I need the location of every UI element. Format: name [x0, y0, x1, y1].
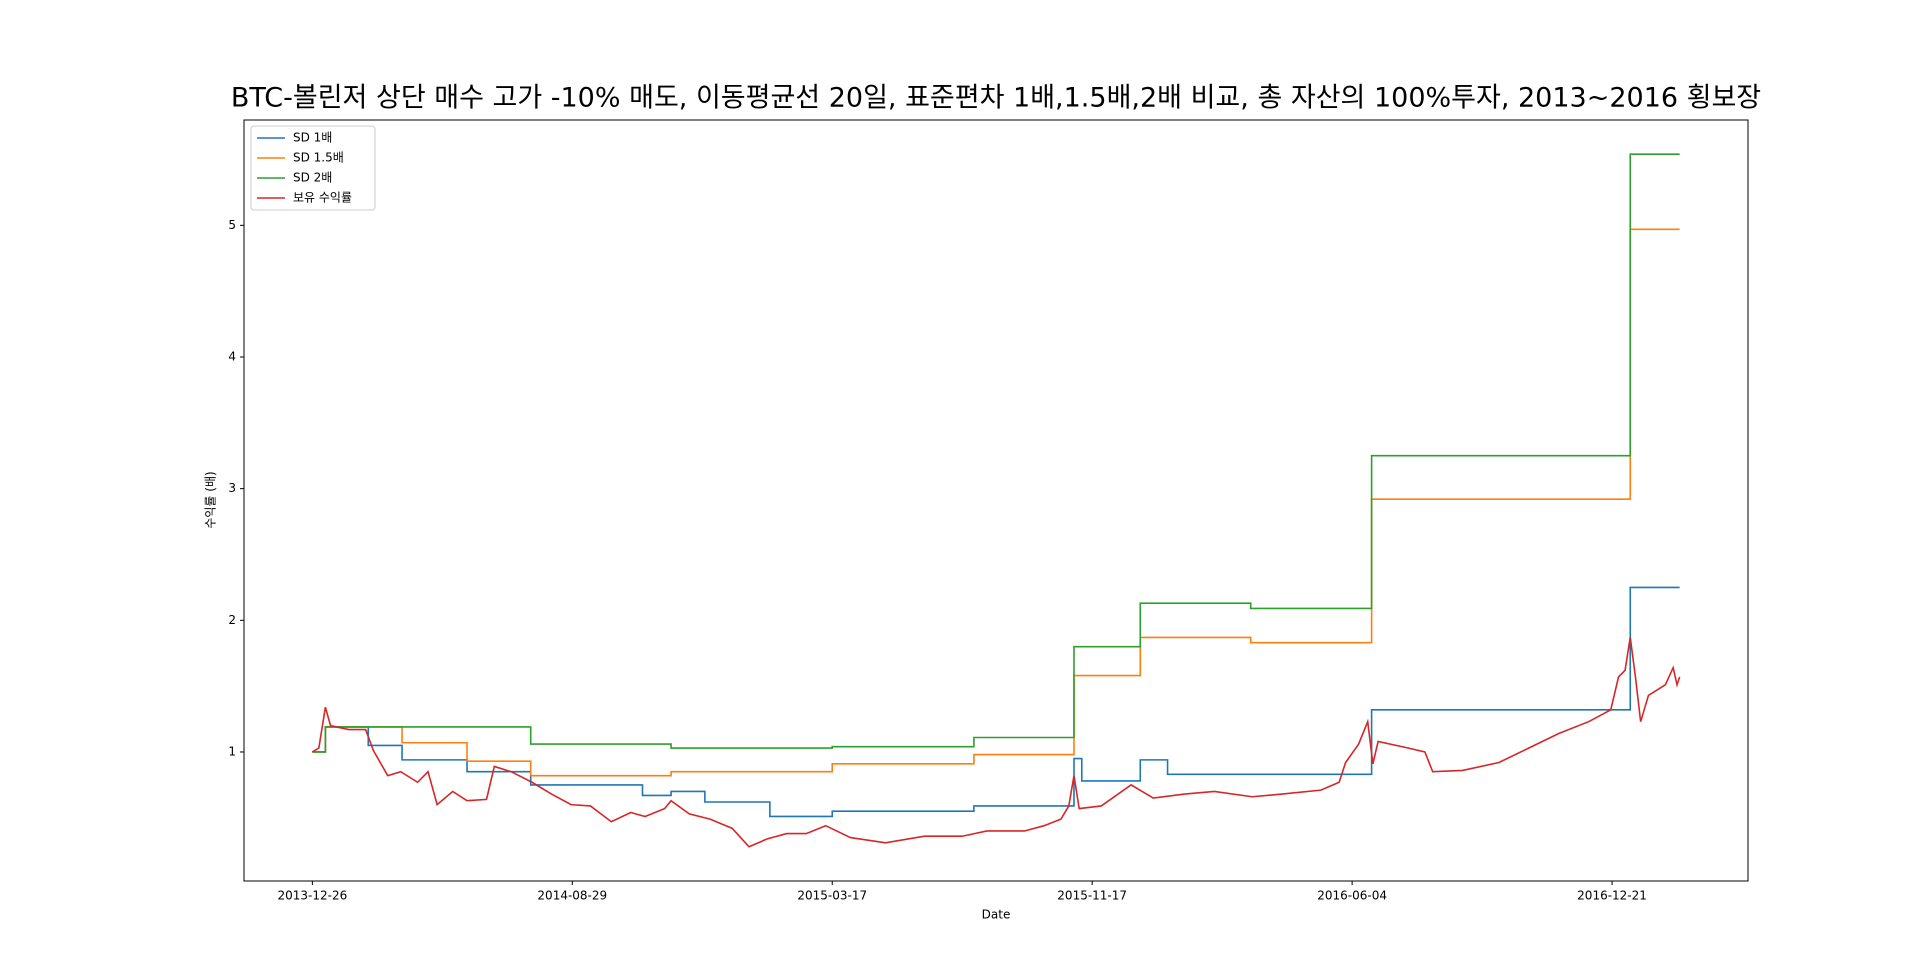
y-tick-label: 4 — [228, 349, 236, 363]
legend-box — [250, 125, 376, 211]
chart-title: BTC-볼린저 상단 매수 고가 -10% 매도, 이동평균선 20일, 표준편… — [231, 83, 1761, 114]
legend-label: SD 1배 — [293, 131, 332, 145]
y-tick-label: 2 — [228, 613, 236, 627]
series-line — [312, 228, 1680, 777]
series-line — [312, 153, 1680, 753]
x-tick-label: 2015-11-17 — [1057, 889, 1127, 903]
series-line — [311, 637, 1681, 848]
x-tick-label: 2016-12-21 — [1577, 889, 1647, 903]
x-tick-label: 2014-08-29 — [537, 889, 607, 903]
x-axis-label: Date — [982, 908, 1011, 922]
y-tick-label: 5 — [228, 218, 236, 232]
y-tick-label: 1 — [228, 744, 236, 758]
y-axis-label: 수익률 (배) — [204, 471, 218, 528]
legend-label: SD 1.5배 — [293, 151, 344, 165]
y-tick-label: 3 — [228, 481, 236, 495]
series-line — [312, 586, 1680, 818]
plot-frame — [243, 119, 1749, 882]
x-tick-label: 2013-12-26 — [277, 889, 347, 903]
legend-label: SD 2배 — [293, 171, 332, 185]
legend-label: 보유 수익률 — [293, 191, 352, 205]
x-tick-label: 2015-03-17 — [797, 889, 867, 903]
x-tick-label: 2016-06-04 — [1317, 889, 1387, 903]
